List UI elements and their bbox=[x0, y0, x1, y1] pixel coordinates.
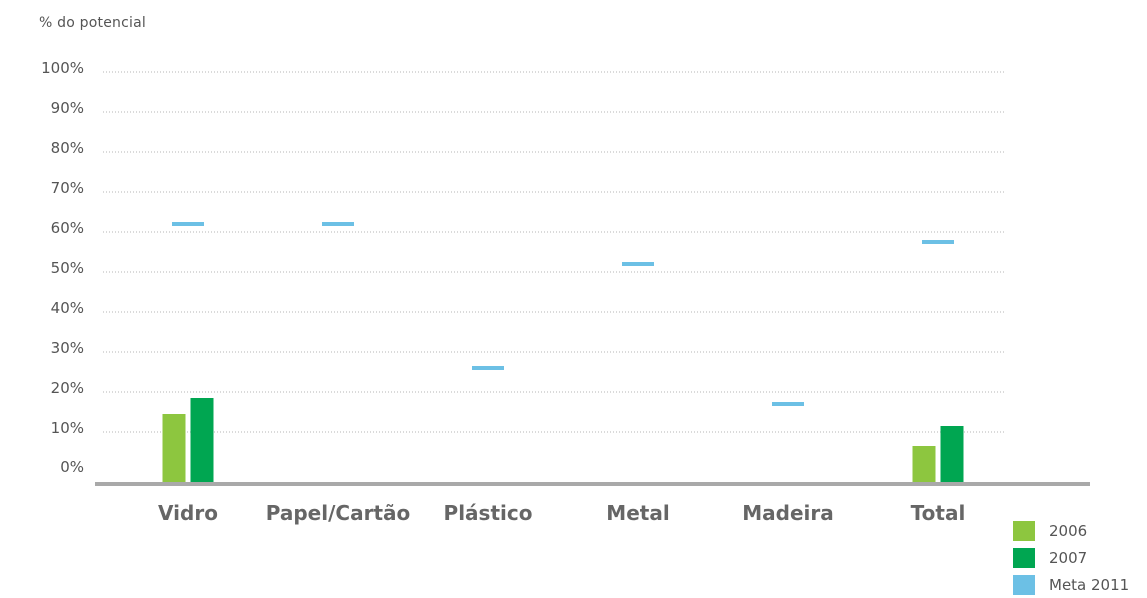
y-tick-label: 90% bbox=[51, 99, 84, 117]
x-axis-labels: Vidro Papel/Cartão Plástico Metal Madeira Tot… bbox=[158, 501, 965, 525]
x-tick-label: Plástico bbox=[444, 501, 533, 525]
x-axis-line bbox=[95, 482, 1090, 486]
x-tick-label: Papel/Cartão bbox=[266, 501, 411, 525]
y-tick-label: 0% bbox=[60, 458, 84, 476]
x-tick-label: Total bbox=[911, 501, 966, 525]
legend-item-2007: 2007 bbox=[1013, 544, 1129, 571]
y-tick-label: 100% bbox=[41, 59, 84, 77]
y-tick-label: 60% bbox=[51, 219, 84, 237]
legend-swatch-2007 bbox=[1013, 547, 1035, 568]
legend-swatch-2006 bbox=[1013, 520, 1035, 541]
bar-2007-Total bbox=[940, 426, 964, 482]
legend-item-2006: 2006 bbox=[1013, 517, 1129, 544]
gridlines bbox=[103, 71, 1005, 433]
y-tick-label: 80% bbox=[51, 139, 84, 157]
target-marker-Plástico bbox=[472, 366, 504, 370]
legend: 2006 2007 Meta 2011 bbox=[1013, 517, 1129, 598]
y-tick-label: 10% bbox=[51, 419, 84, 437]
y-tick-label: 40% bbox=[51, 299, 84, 317]
target-marker-Papel/Cartão bbox=[322, 222, 354, 226]
y-axis-ticks: 0% 10% 20% 30% 40% 50% 60% 70% 80% 90% 100% bbox=[41, 59, 84, 476]
y-tick-label: 20% bbox=[51, 379, 84, 397]
legend-item-meta-2011: Meta 2011 bbox=[1013, 571, 1129, 598]
bar-2006-Total bbox=[912, 446, 936, 482]
y-tick-label: 30% bbox=[51, 339, 84, 357]
legend-label-meta-2011: Meta 2011 bbox=[1049, 575, 1130, 594]
legend-label-2006: 2006 bbox=[1049, 521, 1088, 540]
bars bbox=[162, 398, 964, 482]
target-marker-Vidro bbox=[172, 222, 204, 226]
x-axis bbox=[95, 482, 1090, 486]
target-markers bbox=[172, 222, 954, 406]
bar-2006-Vidro bbox=[162, 414, 186, 482]
y-tick-label: 70% bbox=[51, 179, 84, 197]
x-tick-label: Madeira bbox=[742, 501, 834, 525]
target-marker-Metal bbox=[622, 262, 654, 266]
target-marker-Total bbox=[922, 240, 954, 244]
y-tick-label: 50% bbox=[51, 259, 84, 277]
y-axis-title: % do potencial bbox=[39, 15, 146, 31]
legend-swatch-meta-2011 bbox=[1013, 574, 1035, 595]
target-marker-Madeira bbox=[772, 402, 804, 406]
x-tick-label: Metal bbox=[606, 501, 669, 525]
legend-label-2007: 2007 bbox=[1049, 548, 1088, 567]
x-tick-label: Vidro bbox=[158, 501, 218, 525]
bar-2007-Vidro bbox=[190, 398, 214, 482]
